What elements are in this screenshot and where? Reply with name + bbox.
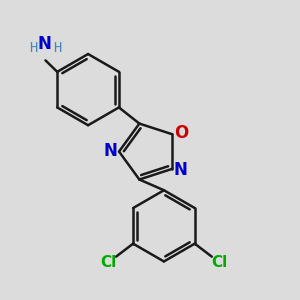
Text: N: N [103,142,117,160]
Text: N: N [38,35,52,53]
Text: Cl: Cl [100,255,116,270]
Text: Cl: Cl [212,255,228,270]
Text: O: O [174,124,188,142]
Text: H: H [53,41,61,55]
Text: H: H [29,41,37,55]
Text: N: N [174,161,188,179]
